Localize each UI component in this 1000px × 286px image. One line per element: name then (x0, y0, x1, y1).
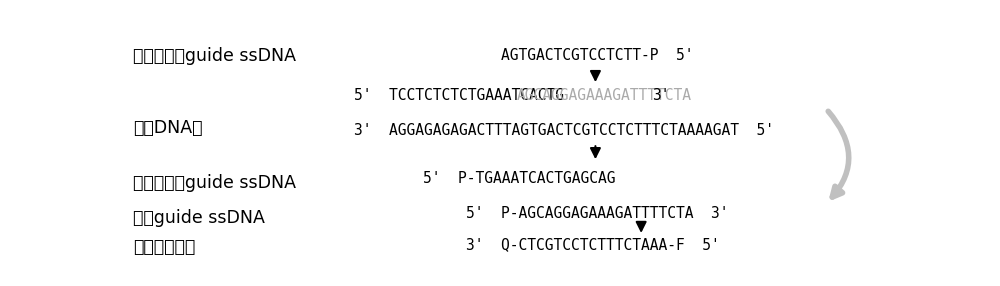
Text: AGTGACTCGTCCTCTT-P  5': AGTGACTCGTCCTCTT-P 5' (501, 48, 693, 63)
Text: 5'  P-TGAAATCACTGAGCAG: 5' P-TGAAATCACTGAGCAG (423, 171, 616, 186)
Text: 5'  P-AGCAGGAGAAAGATTTTCTA  3': 5' P-AGCAGGAGAAAGATTTTCTA 3' (466, 206, 728, 221)
Text: AGCAGGAGAAAGATTTTCTA: AGCAGGAGAAAGATTTTCTA (516, 88, 691, 104)
Text: 次级guide ssDNA: 次级guide ssDNA (133, 209, 265, 227)
Text: 目标DNA链: 目标DNA链 (133, 119, 202, 137)
Text: 3': 3' (652, 88, 670, 104)
Text: 荧光报告核酸: 荧光报告核酸 (133, 238, 195, 256)
Text: 有义链初级guide ssDNA: 有义链初级guide ssDNA (133, 47, 296, 65)
Text: 3'  Q-CTCGTCCTCTTTCTAAA-F  5': 3' Q-CTCGTCCTCTTTCTAAA-F 5' (466, 237, 720, 252)
Text: 3'  AGGAGAGAGACTTTAGTGACTCGTCCTCTTTCTAAAAGAT  5': 3' AGGAGAGAGACTTTAGTGACTCGTCCTCTTTCTAAAA… (354, 123, 774, 138)
Text: 无义链初级guide ssDNA: 无义链初级guide ssDNA (133, 174, 296, 192)
Text: 5'  TCCTCTCTCTGAAATCACTG: 5' TCCTCTCTCTGAAATCACTG (354, 88, 564, 104)
